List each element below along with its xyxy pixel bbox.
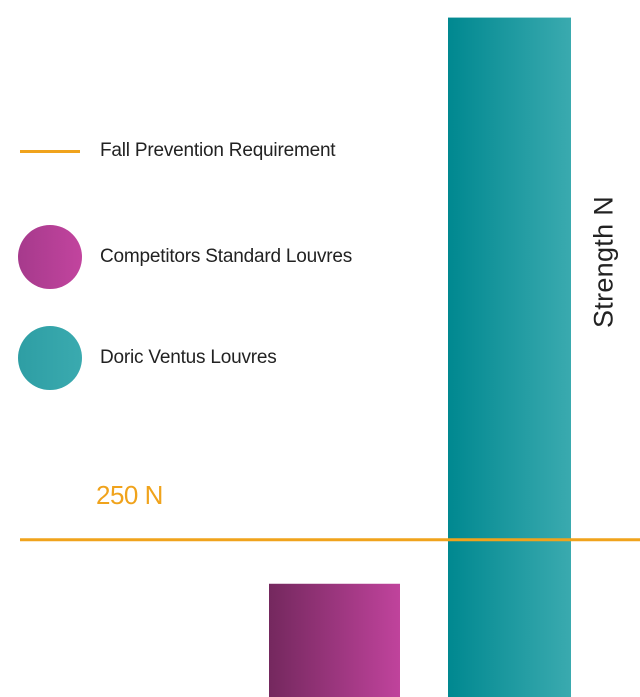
legend-item-requirement: Fall Prevention Requirement: [0, 140, 336, 162]
legend-dot-competitors: [18, 225, 82, 289]
legend-dot-doric: [18, 326, 82, 390]
legend-label-doric: Doric Ventus Louvres: [100, 347, 277, 368]
bar-doric-ventus-louvres: [448, 17, 571, 697]
bar-competitors-standard-louvres: [269, 583, 400, 697]
y-axis-label: Strength N: [588, 195, 619, 329]
legend-item-competitors: Competitors Standard Louvres: [0, 225, 352, 289]
legend-label-competitors: Competitors Standard Louvres: [100, 246, 353, 267]
reference-line-value-label: 250 N: [96, 480, 163, 510]
legend-item-doric: Doric Ventus Louvres: [0, 326, 277, 390]
legend-label-requirement: Fall Prevention Requirement: [100, 140, 336, 161]
legend-line-swatch: [20, 149, 80, 153]
